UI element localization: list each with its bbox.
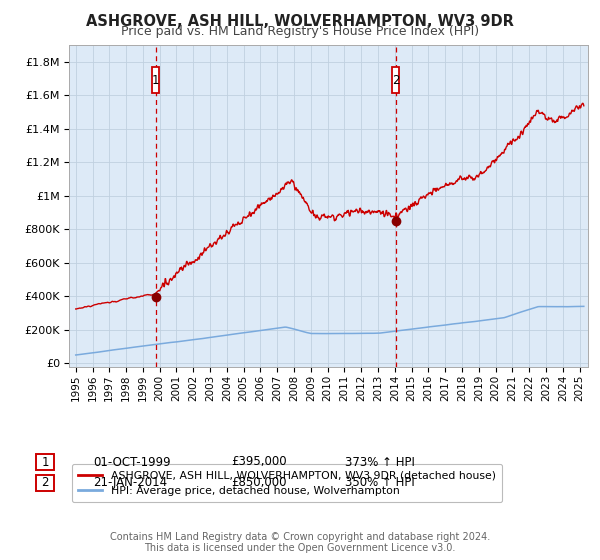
Text: Price paid vs. HM Land Registry's House Price Index (HPI): Price paid vs. HM Land Registry's House … [121, 25, 479, 38]
Text: Contains HM Land Registry data © Crown copyright and database right 2024.
This d: Contains HM Land Registry data © Crown c… [110, 531, 490, 553]
Legend: ASHGROVE, ASH HILL, WOLVERHAMPTON, WV3 9DR (detached house), HPI: Average price,: ASHGROVE, ASH HILL, WOLVERHAMPTON, WV3 9… [72, 464, 502, 502]
FancyBboxPatch shape [152, 67, 159, 92]
Text: 350% ↑ HPI: 350% ↑ HPI [345, 476, 415, 489]
Text: ASHGROVE, ASH HILL, WOLVERHAMPTON, WV3 9DR: ASHGROVE, ASH HILL, WOLVERHAMPTON, WV3 9… [86, 14, 514, 29]
Text: 1: 1 [152, 73, 159, 86]
Text: 2: 2 [392, 73, 400, 86]
Text: 2: 2 [41, 476, 49, 489]
Text: 1: 1 [41, 455, 49, 469]
Text: 373% ↑ HPI: 373% ↑ HPI [345, 455, 415, 469]
Text: £395,000: £395,000 [231, 455, 287, 469]
Text: £850,000: £850,000 [231, 476, 287, 489]
Text: 21-JAN-2014: 21-JAN-2014 [93, 476, 167, 489]
Text: 01-OCT-1999: 01-OCT-1999 [93, 455, 170, 469]
FancyBboxPatch shape [392, 67, 400, 92]
